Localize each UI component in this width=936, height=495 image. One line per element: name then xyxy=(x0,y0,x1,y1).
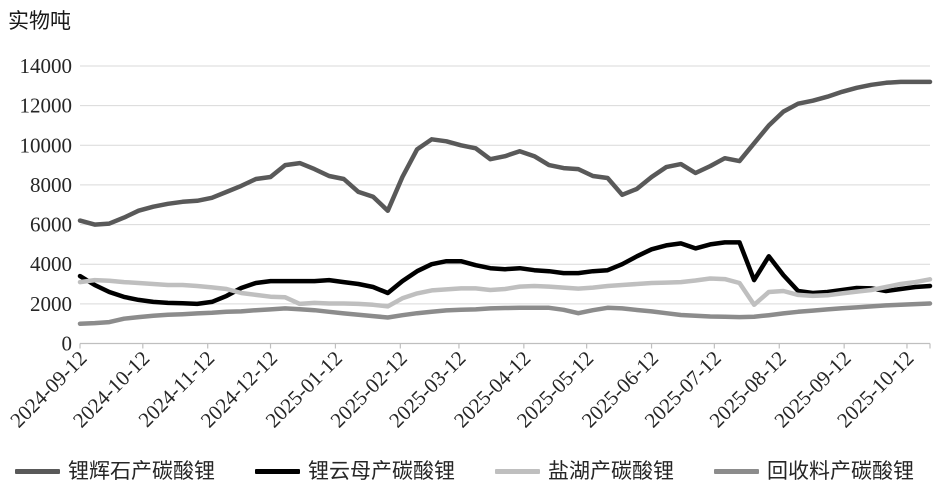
legend-item-recycled: 回收料产碳酸锂 xyxy=(714,461,914,482)
legend-item-spodumene: 锂辉石产碳酸锂 xyxy=(15,461,215,482)
grid-layer: 0 2000 4000 6000 8000 10000 12000 14000 xyxy=(20,54,930,356)
legend-label-lepidolite: 锂云母产碳酸锂 xyxy=(308,459,455,483)
legend-label-salt-lake: 盐湖产碳酸锂 xyxy=(548,459,674,483)
series-line-salt-lake xyxy=(77,276,933,309)
legend-item-salt-lake: 盐湖产碳酸锂 xyxy=(495,461,674,482)
y-tick-label: 6000 xyxy=(30,213,72,237)
legend-key-salt-lake xyxy=(495,469,540,474)
series-line-lepidolite xyxy=(77,240,933,307)
legend-label-spodumene: 锂辉石产碳酸锂 xyxy=(68,459,215,483)
legend-label-recycled: 回收料产碳酸锂 xyxy=(767,459,914,483)
y-tick-label: 10000 xyxy=(20,133,73,157)
y-tick-label: 2000 xyxy=(30,292,72,316)
chart-title: 实物吨 xyxy=(8,9,71,33)
legend-item-lepidolite: 锂云母产碳酸锂 xyxy=(255,461,455,482)
series-line-spodumene xyxy=(77,79,933,227)
series-layer xyxy=(77,79,933,326)
legend-key-spodumene xyxy=(15,469,60,474)
legend-key-lepidolite xyxy=(255,469,300,474)
y-tick-label: 8000 xyxy=(30,173,72,197)
y-tick-label: 14000 xyxy=(20,54,73,78)
legend: 锂辉石产碳酸锂 锂云母产碳酸锂 盐湖产碳酸锂 回收料产碳酸锂 xyxy=(15,461,914,482)
legend-key-recycled xyxy=(714,469,759,474)
y-tick-label: 4000 xyxy=(30,252,72,276)
y-tick-label: 12000 xyxy=(20,94,73,118)
axis-layer: 2024-09-122024-10-122024-11-122024-12-12… xyxy=(5,342,931,432)
series-line-recycled xyxy=(77,301,933,326)
y-tick-label: 0 xyxy=(62,332,73,356)
